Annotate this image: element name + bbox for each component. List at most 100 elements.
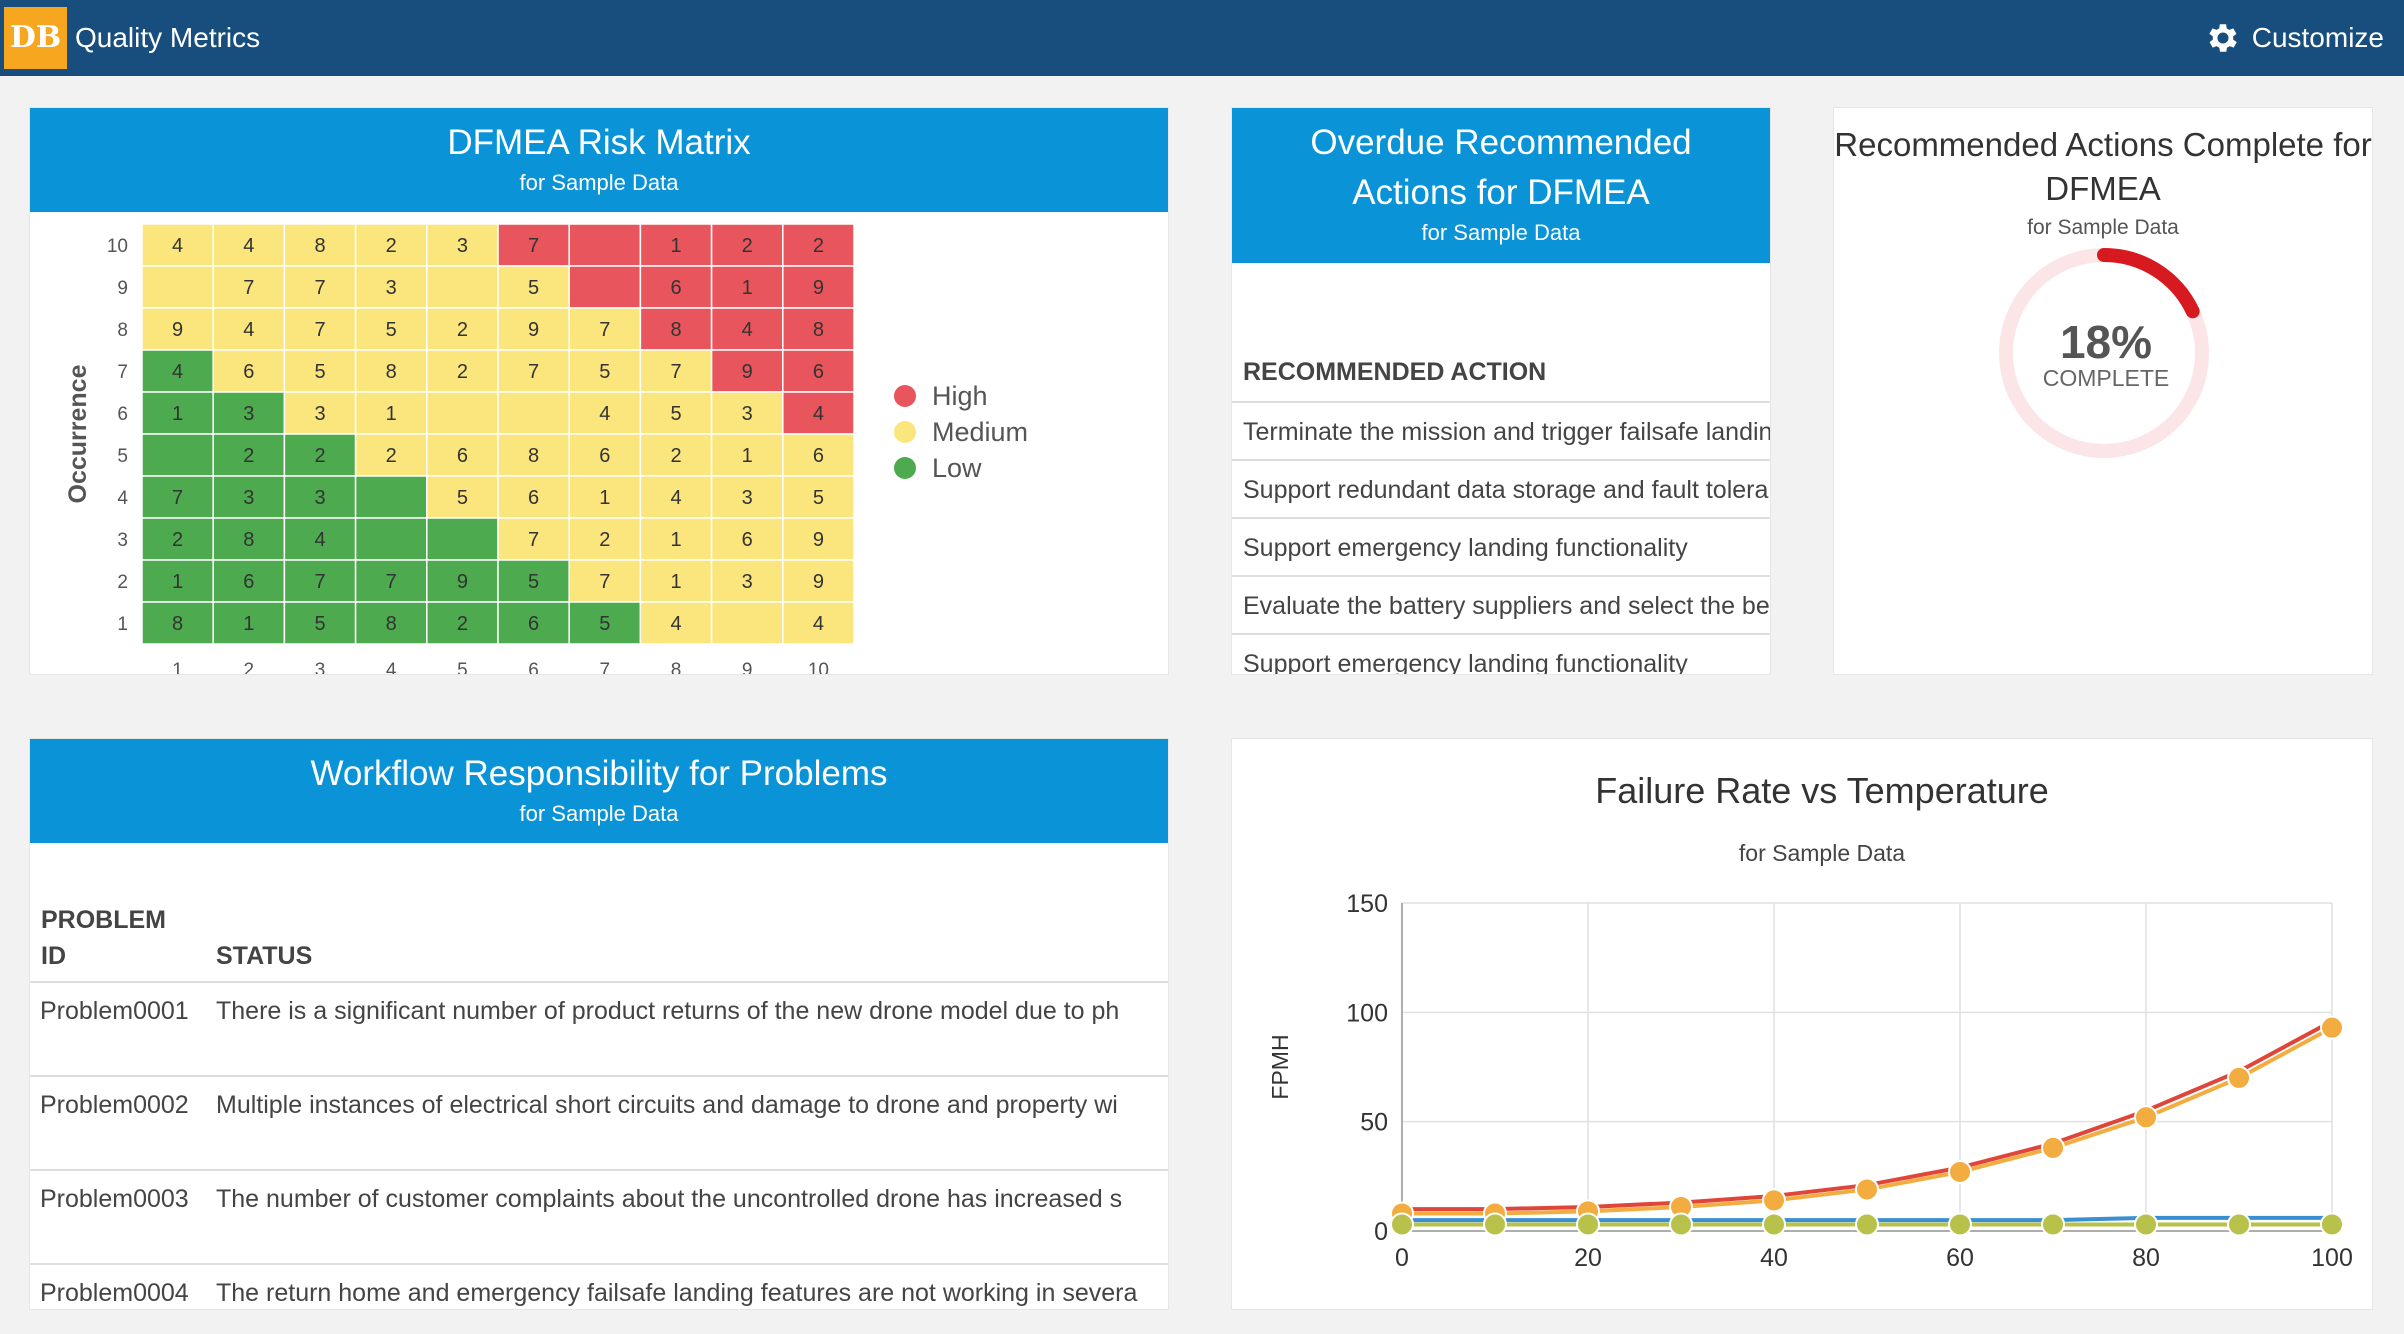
matrix-cell[interactable] xyxy=(497,307,570,351)
legend-label[interactable]: High xyxy=(932,381,988,411)
data-point[interactable] xyxy=(1855,1212,1879,1237)
matrix-cell[interactable] xyxy=(212,433,286,477)
matrix-cell[interactable] xyxy=(568,223,642,267)
matrix-cell[interactable] xyxy=(426,391,499,435)
data-point[interactable] xyxy=(2227,1212,2251,1237)
matrix-cell[interactable] xyxy=(710,517,784,561)
matrix-cell[interactable] xyxy=(426,517,499,561)
matrix-cell[interactable] xyxy=(568,349,642,393)
table-row[interactable]: Support redundant data storage and fault… xyxy=(1232,459,1770,517)
table-row[interactable]: Support emergency landing functionality xyxy=(1232,517,1770,575)
matrix-cell[interactable] xyxy=(141,517,214,561)
matrix-cell[interactable] xyxy=(212,307,286,351)
data-point[interactable] xyxy=(2320,1015,2344,1040)
matrix-cell[interactable] xyxy=(354,475,428,519)
matrix-cell[interactable] xyxy=(497,349,570,393)
table-row[interactable]: Problem0003 The number of customer compla… xyxy=(30,1169,1168,1263)
data-point[interactable] xyxy=(1669,1212,1693,1237)
matrix-cell[interactable] xyxy=(639,349,713,393)
legend-marker[interactable] xyxy=(894,421,916,443)
matrix-cell[interactable] xyxy=(354,433,428,477)
data-point[interactable] xyxy=(2320,1212,2344,1237)
matrix-cell[interactable] xyxy=(782,433,855,477)
matrix-cell[interactable] xyxy=(782,223,855,267)
matrix-cell[interactable] xyxy=(710,307,784,351)
matrix-cell[interactable] xyxy=(568,433,642,477)
table-row[interactable]: Support emergency landing functionality xyxy=(1232,633,1770,674)
data-point[interactable] xyxy=(2041,1135,2065,1160)
legend-label[interactable]: Low xyxy=(932,453,982,483)
column-header-problem-id[interactable]: PROBLEM ID xyxy=(41,902,166,974)
matrix-cell[interactable] xyxy=(141,307,214,351)
data-point[interactable] xyxy=(1576,1212,1600,1237)
matrix-cell[interactable] xyxy=(782,307,855,351)
matrix-cell[interactable] xyxy=(354,349,428,393)
matrix-cell[interactable] xyxy=(782,559,855,603)
problem-id-cell[interactable]: Problem0004 xyxy=(40,1279,189,1307)
legend-marker[interactable] xyxy=(894,385,916,407)
matrix-cell[interactable] xyxy=(497,517,570,561)
table-row[interactable]: Problem0001 There is a significant number… xyxy=(30,981,1168,1075)
matrix-cell[interactable] xyxy=(426,601,499,645)
matrix-cell[interactable] xyxy=(639,517,713,561)
matrix-cell[interactable] xyxy=(283,559,357,603)
matrix-cell[interactable] xyxy=(568,265,642,309)
matrix-cell[interactable] xyxy=(426,559,499,603)
matrix-cell[interactable] xyxy=(283,265,357,309)
matrix-cell[interactable] xyxy=(782,349,855,393)
matrix-cell[interactable] xyxy=(497,391,570,435)
matrix-cell[interactable] xyxy=(283,475,357,519)
problem-id-cell[interactable]: Problem0003 xyxy=(40,1185,189,1213)
matrix-cell[interactable] xyxy=(497,475,570,519)
matrix-cell[interactable] xyxy=(354,517,428,561)
matrix-cell[interactable] xyxy=(710,475,784,519)
data-point[interactable] xyxy=(1762,1188,1786,1213)
matrix-cell[interactable] xyxy=(141,601,214,645)
data-point[interactable] xyxy=(1762,1212,1786,1237)
data-point[interactable] xyxy=(1855,1177,1879,1202)
matrix-cell[interactable] xyxy=(212,517,286,561)
data-point[interactable] xyxy=(1390,1212,1414,1237)
matrix-cell[interactable] xyxy=(354,601,428,645)
problem-id-cell[interactable]: Problem0002 xyxy=(40,1091,189,1119)
data-point[interactable] xyxy=(1948,1159,1972,1184)
data-point[interactable] xyxy=(2227,1065,2251,1090)
matrix-cell[interactable] xyxy=(639,433,713,477)
matrix-cell[interactable] xyxy=(782,601,855,645)
matrix-cell[interactable] xyxy=(141,559,214,603)
matrix-cell[interactable] xyxy=(283,433,357,477)
matrix-cell[interactable] xyxy=(212,475,286,519)
problem-id-cell[interactable]: Problem0001 xyxy=(40,997,189,1025)
legend-label[interactable]: Medium xyxy=(932,417,1028,447)
matrix-cell[interactable] xyxy=(212,601,286,645)
matrix-cell[interactable] xyxy=(283,601,357,645)
matrix-cell[interactable] xyxy=(426,265,499,309)
legend-marker[interactable] xyxy=(894,457,916,479)
matrix-cell[interactable] xyxy=(141,433,214,477)
app-logo[interactable]: DB xyxy=(4,7,67,69)
matrix-cell[interactable] xyxy=(639,307,713,351)
matrix-cell[interactable] xyxy=(497,265,570,309)
data-point[interactable] xyxy=(1483,1212,1507,1237)
customize-button[interactable]: Customize xyxy=(2204,0,2384,76)
table-row[interactable]: Problem0002 Multiple instances of electri… xyxy=(30,1075,1168,1169)
data-point[interactable] xyxy=(1948,1212,1972,1237)
matrix-cell[interactable] xyxy=(639,223,713,267)
table-row[interactable]: Terminate the mission and trigger failsa… xyxy=(1232,401,1770,459)
column-header-recommended-action[interactable]: RECOMMENDED ACTION xyxy=(1243,358,1547,386)
matrix-cell[interactable] xyxy=(782,265,855,309)
data-point[interactable] xyxy=(2134,1105,2158,1130)
table-row[interactable]: Problem0004 The return home and emergency… xyxy=(30,1263,1168,1309)
data-point[interactable] xyxy=(2134,1212,2158,1237)
matrix-cell[interactable] xyxy=(212,559,286,603)
matrix-cell[interactable] xyxy=(639,475,713,519)
column-header-status[interactable]: STATUS xyxy=(216,942,313,970)
matrix-cell[interactable] xyxy=(426,307,499,351)
matrix-cell[interactable] xyxy=(568,601,642,645)
data-point[interactable] xyxy=(2041,1212,2065,1237)
matrix-cell[interactable] xyxy=(141,349,214,393)
matrix-cell[interactable] xyxy=(710,601,784,645)
table-row[interactable]: Evaluate the battery suppliers and selec… xyxy=(1232,575,1770,633)
matrix-cell[interactable] xyxy=(710,265,784,309)
matrix-cell[interactable] xyxy=(141,265,214,309)
